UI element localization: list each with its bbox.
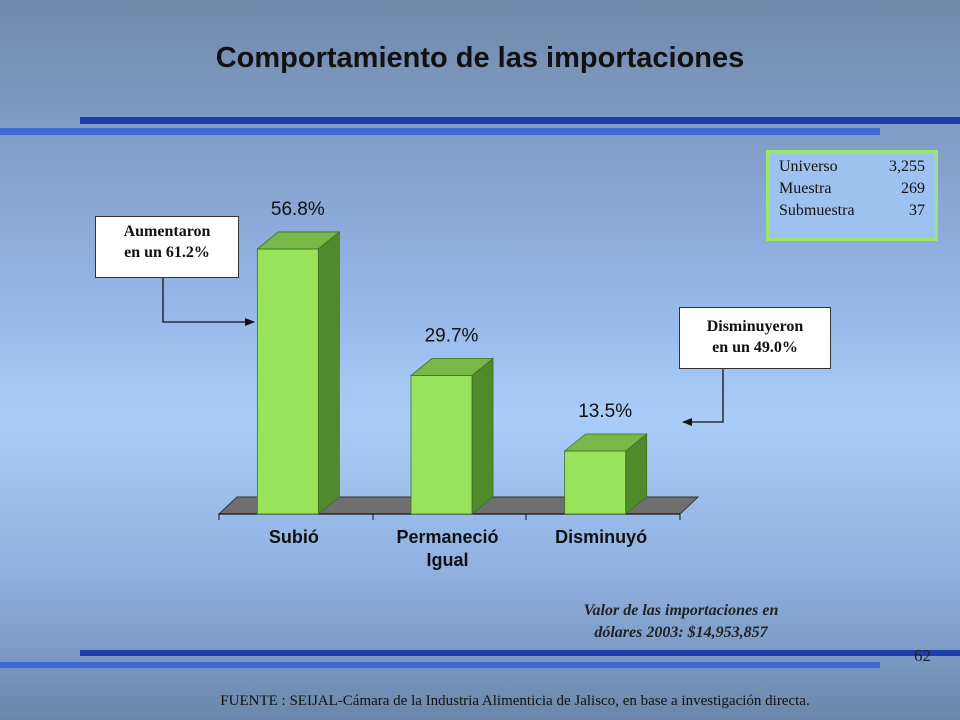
source-note: FUENTE : SEIJAL-Cámara de la Industria A… [220,693,810,709]
sample-info-box: Universo 3,255 Muestra 269 Submuestra 37 [766,150,938,241]
subsample-row: Submuestra 37 [779,200,925,222]
bar-2 [410,374,473,515]
category-label-3: Disminuyó [555,527,647,547]
bottom-rule-light [0,662,880,668]
bar-1 [256,248,319,515]
universe-row: Universo 3,255 [779,156,925,178]
value-label-2: 29.7% [425,325,479,346]
callout-increased-arrow [162,278,255,326]
bar-side-2 [471,357,494,515]
value-label-3: 13.5% [578,401,632,422]
callout-increased-line1: Aumentaron [123,223,211,240]
subsample-value: 37 [909,202,925,219]
page-number: 62 [914,646,931,665]
callout-decreased: Disminuyeron en un 49.0% [679,307,831,369]
callout-increased: Aumentaron en un 61.2% [95,216,239,278]
top-rule-light [0,128,880,135]
subsample-label: Submuestra [779,202,855,219]
bottom-rule-dark [80,650,960,656]
sample-label: Muestra [779,180,832,197]
bar-side-1 [317,231,340,515]
universe-label: Universo [779,158,838,175]
callout-increased-line2: en un 61.2% [124,244,210,261]
bar-top-1 [256,231,341,250]
value-label-1: 56.8% [271,199,325,220]
bar-3 [564,450,627,515]
page-title: Comportamiento de las importaciones [215,42,745,74]
imports-value-note: Valor de las importaciones en dólares 20… [536,600,826,644]
category-label-1: Subió [269,527,319,547]
sample-row: Muestra 269 [779,178,925,200]
bar-top-3 [563,433,648,452]
sample-value: 269 [901,180,925,197]
universe-value: 3,255 [889,158,925,175]
imports-value-line2: dólares 2003: $14,953,857 [594,624,768,641]
category-label-2: Permaneció [396,527,498,547]
category-label-2: Igual [426,550,468,570]
callout-decreased-line1: Disminuyeron [706,318,804,335]
imports-value-line1: Valor de las importaciones en [583,602,779,619]
callout-decreased-line2: en un 49.0% [712,339,798,356]
callout-decreased-arrow [682,369,724,426]
top-rule-dark [80,117,960,124]
bar-top-2 [409,357,495,376]
